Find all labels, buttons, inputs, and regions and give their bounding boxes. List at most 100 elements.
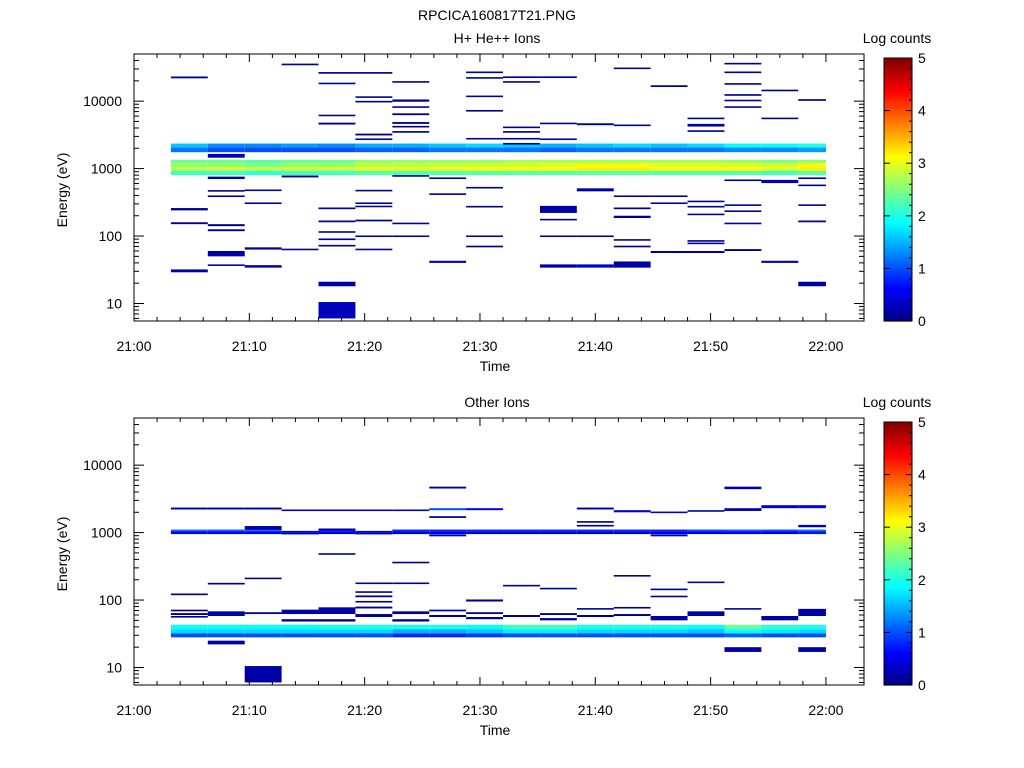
colorbar-step [884,640,912,644]
heatmap-cell [687,633,725,638]
heatmap-cell [170,163,208,168]
heatmap-cell [355,532,393,535]
heatmap-cell [613,207,651,210]
heatmap-cell [613,633,651,638]
heatmap-cell [576,163,614,168]
heatmap-cell [281,530,319,533]
colorbar-step [884,587,912,591]
heatmap-cell [318,207,356,210]
colorbar-step [884,181,912,185]
colorbar-step [884,661,912,665]
heatmap-cell [613,67,651,70]
heatmap-cell [355,133,393,136]
heatmap-cell [207,176,245,180]
colorbar-step [884,629,912,633]
heatmap-cell [576,529,614,532]
colorbar-step [884,213,912,217]
colorbar-step [884,443,912,447]
heatmap-cell [207,624,245,630]
colorbar-step [884,228,912,233]
heatmap-cell [724,170,762,176]
colorbar-label: Log counts [863,30,932,46]
plot-frame [133,417,865,686]
colorbar-step [884,150,912,154]
heatmap-cell [724,531,762,535]
colorbar-step [884,585,912,589]
heatmap-cell [392,113,430,116]
heatmap-cell [244,143,282,148]
heatmap-cell [318,281,356,287]
colorbar-step [884,553,912,557]
heatmap-cells [170,486,826,683]
colorbar-step [884,527,912,531]
heatmap-cell [761,167,799,171]
colorbar-step [884,679,912,683]
axes: 21:00 21:10 21:20 21:30 21:40 21:50 22:00 10 100… [83,417,865,718]
heatmap-cell [466,599,504,602]
colorbar-step [884,194,912,198]
heatmap-cell [318,170,356,176]
colorbar-step [884,286,912,291]
heatmap-cell [207,195,245,198]
heatmap-cell [466,633,504,638]
colorbar-step [884,86,912,91]
heatmap-cell [355,530,393,533]
heatmap-cell [318,82,356,85]
colorbar-step [884,65,912,70]
colorbar-step [884,176,912,180]
heatmap-cell [539,264,577,268]
colorbar-step [884,186,912,191]
heatmap-cell [503,584,540,587]
heatmap-cell [761,170,799,176]
heatmap-cell [687,117,725,120]
colorbar-step [884,429,912,434]
heatmap-cell [244,170,282,176]
heatmap-cell [798,177,826,180]
heatmap-cell [650,629,688,634]
heatmap-cell [355,235,393,238]
heatmap-cell [798,624,826,630]
heatmap-cell [318,531,356,535]
heatmap-cell [318,528,356,531]
colorbar-step [884,73,912,78]
heatmap-cell [539,76,577,79]
colorbar-step [884,173,912,177]
axes: 21:00 21:10 21:20 21:30 21:40 21:50 22:00 10 100… [83,53,865,354]
heatmap-cell [170,624,208,630]
colorbar-step [884,453,912,457]
heatmap-cell [613,147,651,153]
colorbar-step [884,445,912,449]
y-axis-label: Energy (eV) [54,517,70,592]
colorbar-step [884,535,912,539]
colorbar-step [884,524,912,528]
panel-title: Other Ions [464,394,529,410]
colorbar-step [884,115,912,120]
heatmap-cell [798,505,826,509]
colorbar-step [884,263,912,267]
heatmap-cell [392,170,430,176]
heatmap-cell [466,529,504,532]
heatmap-cell [650,85,688,88]
heatmap-cell [798,170,826,176]
colorbar-tick-label: 3 [918,519,926,535]
heatmap-cell [798,220,826,223]
colorbar-step [884,669,912,673]
heatmap-cell [724,204,762,206]
colorbar-step [884,307,912,312]
colorbar-step [884,606,912,610]
heatmap-cell [281,159,319,164]
heatmap-cell [207,170,245,176]
heatmap-cell [207,190,245,192]
heatmap-cell [429,531,467,535]
colorbar-step [884,278,912,283]
heatmap-cell [576,143,614,148]
x-tick-label: 22:00 [808,702,843,718]
y-tick-label: 1000 [91,161,122,177]
colorbar-step [884,558,912,562]
heatmap-cell [244,163,282,168]
colorbar-step [884,163,912,167]
colorbar-step [884,294,912,298]
heatmap-cell [392,81,430,83]
colorbar-step [884,658,912,662]
colorbar-step [884,498,912,502]
